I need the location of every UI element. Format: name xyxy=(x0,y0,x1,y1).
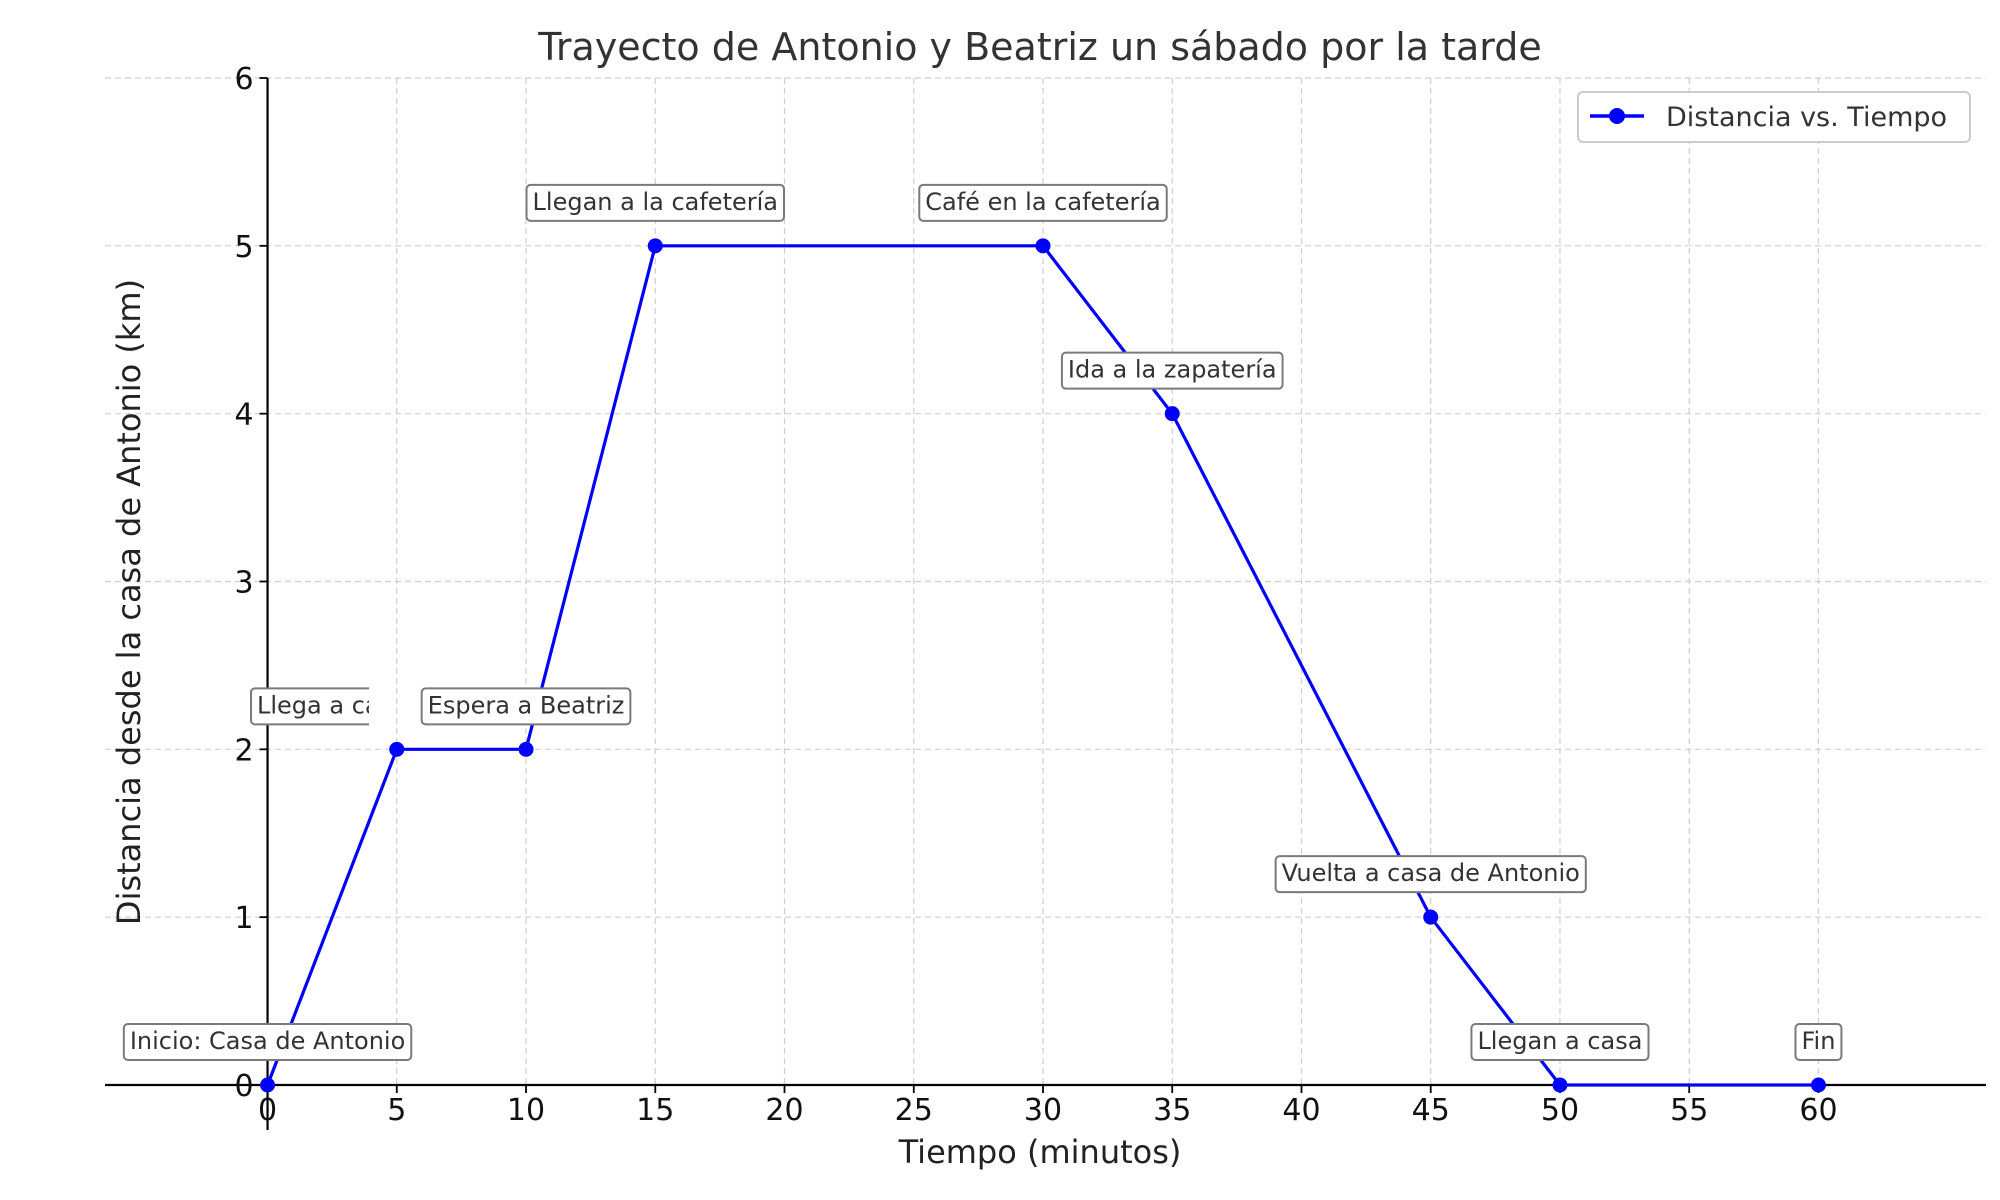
data-point xyxy=(389,741,405,757)
annotation-label: Café en la cafetería xyxy=(925,188,1160,216)
annotation-box xyxy=(1794,1023,1843,1061)
x-tick-label: 15 xyxy=(636,1093,674,1128)
annotation-box xyxy=(1470,1023,1650,1061)
data-point xyxy=(1164,406,1180,422)
annotation: Vuelta a casa de Antonio xyxy=(1274,855,1587,894)
chart-title: Trayecto de Antonio y Beatriz un sábado … xyxy=(537,25,1542,69)
data-point xyxy=(1810,1077,1826,1093)
data-point xyxy=(260,1077,276,1093)
legend-marker xyxy=(1609,108,1625,124)
annotation-box xyxy=(122,1023,413,1061)
annotation-box xyxy=(918,183,1168,222)
legend-box xyxy=(1577,91,1971,143)
y-tick-label: 3 xyxy=(234,566,253,601)
annotation-box xyxy=(1060,351,1284,390)
annotation-label: Llega a casa de Beatriz xyxy=(257,691,537,719)
annotation: Llegan a la cafetería xyxy=(525,183,786,222)
x-tick-label: 25 xyxy=(895,1093,933,1128)
legend-label: Distancia vs. Tiempo xyxy=(1666,102,1947,133)
x-tick-label: 35 xyxy=(1153,1093,1191,1128)
annotation-label: Ida a la zapatería xyxy=(1068,356,1277,384)
x-tick-label: 20 xyxy=(765,1093,803,1128)
y-tick-label: 4 xyxy=(234,398,253,433)
annotation-box xyxy=(250,687,369,726)
x-tick-label: 45 xyxy=(1412,1093,1450,1128)
annotation: Café en la cafetería xyxy=(918,183,1168,222)
y-tick-label: 1 xyxy=(234,901,253,936)
y-tick-label: 5 xyxy=(234,230,253,265)
annotation-box xyxy=(420,687,632,726)
y-tick-label: 2 xyxy=(234,733,253,768)
x-tick-label: 55 xyxy=(1670,1093,1708,1128)
y-axis-label: Distancia desde la casa de Antonio (km) xyxy=(110,279,148,925)
annotation: Ida a la zapatería xyxy=(1060,351,1284,390)
annotation: Fin xyxy=(1794,1023,1843,1061)
x-tick-label: 60 xyxy=(1799,1093,1837,1128)
x-tick-label: 0 xyxy=(258,1093,277,1128)
x-tick-label: 30 xyxy=(1024,1093,1062,1128)
annotation-label: Llegan a casa xyxy=(1477,1027,1642,1055)
annotation-label: Vuelta a casa de Antonio xyxy=(1282,859,1580,887)
data-point xyxy=(518,741,534,757)
data-point xyxy=(647,238,663,254)
annotations: Inicio: Casa de Antonio Llega a casa de B… xyxy=(122,183,1843,1061)
data-point xyxy=(1035,238,1051,254)
y-tick-label: 0 xyxy=(234,1069,253,1104)
x-tick-label: 40 xyxy=(1282,1093,1320,1128)
y-tick-label: 6 xyxy=(234,62,253,97)
legend: Distancia vs. Tiempo xyxy=(1577,91,1971,143)
annotation-label: Espera a Beatriz xyxy=(428,691,625,719)
annotation-box xyxy=(525,183,786,222)
x-axis-label: Tiempo (minutos) xyxy=(898,1133,1182,1171)
annotation: Espera a Beatriz xyxy=(420,687,632,726)
x-tick-label: 5 xyxy=(387,1093,406,1128)
data-point xyxy=(1552,1077,1568,1093)
annotation: Llega a casa de Beatriz xyxy=(250,687,537,726)
annotation: Llegan a casa xyxy=(1470,1023,1650,1061)
annotation-label: Inicio: Casa de Antonio xyxy=(130,1027,405,1055)
annotation-box xyxy=(1274,855,1587,894)
data-point xyxy=(1423,909,1439,925)
x-tick-label: 10 xyxy=(507,1093,545,1128)
annotation: Inicio: Casa de Antonio xyxy=(122,1023,413,1061)
x-tick-label: 50 xyxy=(1541,1093,1579,1128)
annotation-label: Fin xyxy=(1801,1027,1835,1055)
annotation-label: Llegan a la cafetería xyxy=(533,188,778,216)
